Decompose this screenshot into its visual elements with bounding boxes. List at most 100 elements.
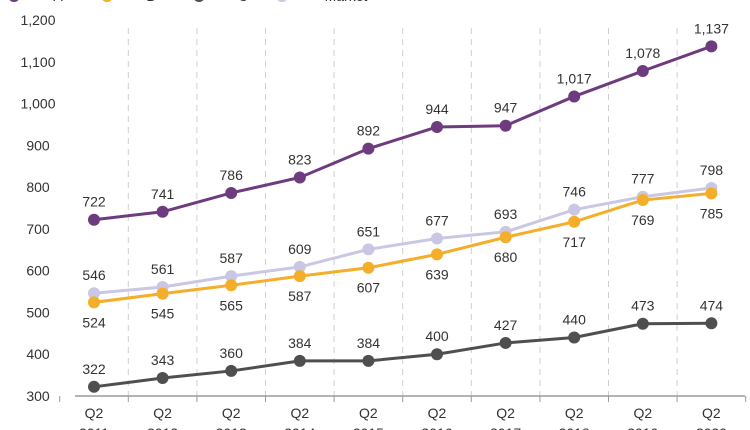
data-label-c: 474 — [700, 297, 724, 313]
data-label-a: 947 — [494, 100, 518, 116]
data-point-b — [156, 287, 169, 300]
data-point-market — [88, 287, 100, 300]
legend-label-market: Market — [325, 0, 368, 4]
x-tick-label-year: 2014 — [284, 425, 315, 430]
data-point-a — [362, 142, 375, 155]
data-point-a — [705, 40, 718, 53]
data-label-a: 786 — [220, 167, 244, 183]
data-label-b: 587 — [288, 288, 312, 304]
y-tick-label: 900 — [26, 137, 50, 153]
x-tick-label-year: 2017 — [490, 425, 521, 430]
series-line-a — [93, 44, 712, 222]
data-point-a — [431, 120, 443, 133]
data-label-c: 322 — [82, 361, 106, 377]
data-label-b: 524 — [82, 314, 106, 330]
x-tick-label-year: 2011 — [79, 425, 109, 430]
y-tick-label: 500 — [26, 304, 50, 320]
data-label-a: 944 — [425, 101, 449, 117]
legend-marker-b — [102, 0, 112, 2]
data-label-c: 384 — [288, 335, 312, 351]
data-point-c — [88, 380, 100, 393]
data-point-a — [568, 90, 581, 103]
data-point-a — [156, 205, 169, 218]
data-label-market: 677 — [425, 212, 449, 228]
data-point-b — [568, 215, 581, 228]
data-label-market: 561 — [151, 261, 175, 277]
data-label-market: 746 — [563, 184, 587, 200]
data-label-b: 545 — [151, 306, 175, 322]
data-label-c: 440 — [563, 312, 587, 328]
data-point-b — [293, 270, 306, 283]
legend-label-a: A — [53, 0, 63, 4]
x-tick-label: Q2 — [222, 405, 241, 421]
data-point-c — [431, 348, 443, 361]
data-point-market — [362, 243, 375, 256]
x-tick-label: Q2 — [428, 405, 447, 421]
series-line-market — [93, 186, 712, 295]
data-point-market — [225, 270, 238, 283]
legend-label-b: B — [146, 0, 155, 4]
data-label-b: 717 — [563, 234, 587, 250]
data-point-b — [431, 248, 443, 261]
data-point-a — [636, 64, 649, 77]
x-tick-label: Q2 — [359, 405, 378, 421]
series-line-b — [93, 191, 712, 304]
data-point-c — [362, 354, 375, 367]
data-label-c: 384 — [357, 335, 381, 351]
data-point-b — [225, 279, 238, 292]
x-tick-label: Q2 — [290, 405, 309, 421]
data-point-c — [293, 354, 306, 367]
x-tick-label: Q2 — [633, 405, 652, 421]
y-tick-label: 400 — [26, 346, 50, 362]
data-label-a: 741 — [151, 186, 175, 202]
data-label-a: 1,137 — [694, 20, 729, 36]
x-tick-label: Q2 — [85, 405, 104, 421]
data-label-market: 587 — [220, 250, 244, 266]
x-tick-label-year: 2016 — [421, 425, 452, 430]
data-label-a: 1,078 — [625, 45, 660, 61]
data-point-b — [636, 194, 649, 207]
data-point-b — [705, 187, 718, 200]
legend-marker-market — [277, 0, 287, 2]
data-label-b: 680 — [494, 249, 518, 265]
data-point-market — [568, 203, 581, 216]
data-point-c — [705, 317, 718, 330]
x-tick-label: Q2 — [565, 405, 584, 421]
data-label-c: 400 — [425, 328, 449, 344]
data-label-b: 769 — [631, 212, 655, 228]
data-label-c: 427 — [494, 317, 518, 333]
data-label-b: 639 — [425, 266, 449, 282]
data-point-market — [431, 232, 443, 245]
y-tick-label: 300 — [26, 388, 50, 404]
data-point-c — [568, 331, 581, 344]
data-point-market — [293, 260, 306, 273]
y-tick-label: 600 — [26, 263, 50, 279]
data-point-b — [362, 261, 375, 274]
data-label-market: 651 — [357, 223, 381, 239]
data-point-c — [636, 317, 649, 330]
data-label-c: 360 — [220, 345, 244, 361]
series-line-c — [93, 321, 712, 389]
y-tick-label: 1,200 — [20, 12, 55, 28]
data-point-b — [499, 231, 512, 244]
data-point-a — [88, 213, 100, 226]
data-point-a — [225, 186, 238, 199]
data-label-a: 823 — [288, 152, 312, 168]
data-label-a: 1,017 — [557, 70, 592, 86]
legend-marker-c — [194, 0, 204, 2]
data-label-a: 892 — [357, 123, 381, 139]
data-label-c: 473 — [631, 298, 655, 314]
data-point-a — [293, 171, 306, 184]
data-label-b: 607 — [357, 280, 381, 296]
x-tick-label-year: 2013 — [216, 425, 247, 430]
x-tick-label-year: 2018 — [559, 425, 590, 430]
data-label-market: 693 — [494, 206, 518, 222]
data-label-b: 785 — [700, 205, 724, 221]
data-label-b: 565 — [220, 297, 244, 313]
data-label-market: 546 — [82, 267, 106, 283]
x-tick-label-year: 2015 — [353, 425, 384, 430]
data-point-c — [499, 336, 512, 349]
legend-label-c: C — [238, 0, 248, 4]
data-point-c — [156, 372, 169, 385]
